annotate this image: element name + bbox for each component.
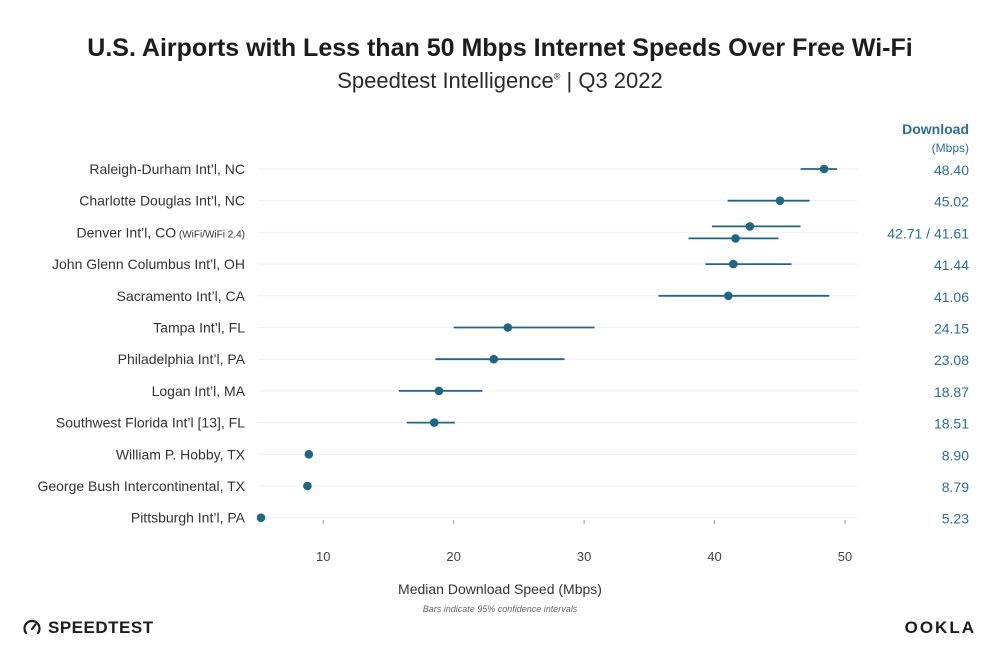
- speedtest-gauge-icon: [23, 619, 41, 635]
- row-value-label: 23.08: [934, 352, 969, 368]
- x-tick-label: 30: [577, 549, 591, 564]
- median-point: [489, 354, 499, 364]
- median-point: [729, 259, 738, 269]
- x-tick-label: 40: [707, 549, 721, 564]
- chart-subtitle: Speedtest Intelligence® | Q3 2022: [0, 68, 1000, 94]
- row-label: Denver Int’l, CO (WiFi/WiFi 2.4): [77, 224, 245, 240]
- median-point: [304, 450, 314, 459]
- median-point: [724, 291, 733, 301]
- row-label: John Glenn Columbus Int’l, OH: [52, 256, 245, 272]
- row-value-label: 45.02: [934, 194, 969, 210]
- speedtest-wordmark: SPEEDTEST: [48, 618, 154, 637]
- x-axis-label: Median Download Speed (Mbps): [398, 581, 602, 597]
- median-point: [434, 386, 444, 396]
- row-label: Philadelphia Int’l, PA: [118, 351, 246, 367]
- value-column-subheader: (Mbps): [932, 141, 969, 155]
- median-point: [775, 196, 785, 205]
- median-point: [429, 418, 439, 427]
- row-value-label: 42.71 / 41.61: [887, 225, 969, 241]
- subtitle-tail: | Q3 2022: [560, 68, 663, 93]
- row-label: Logan Int’l, MA: [152, 383, 246, 399]
- row-value-label: 41.06: [934, 289, 969, 305]
- median-point: [745, 222, 755, 231]
- row-value-label: 41.44: [934, 257, 969, 273]
- row-label: Tampa Int’l, FL: [153, 320, 245, 336]
- subtitle-main: Speedtest Intelligence: [337, 68, 554, 93]
- row-value-label: 48.40: [934, 162, 969, 178]
- row-value-label: 24.15: [934, 321, 969, 337]
- row-label: Pittsburgh Int’l, PA: [131, 510, 246, 526]
- row-label: George Bush Intercontinental, TX: [37, 478, 245, 494]
- row-label: Southwest Florida Int’l [13], FL: [56, 415, 245, 431]
- median-point: [819, 164, 829, 174]
- registered-mark: ®: [553, 71, 561, 82]
- chart-title: U.S. Airports with Less than 50 Mbps Int…: [87, 34, 913, 62]
- row-label: William P. Hobby, TX: [116, 446, 246, 462]
- row-label: Sacramento Int’l, CA: [117, 288, 246, 304]
- row-value-label: 18.51: [934, 416, 969, 432]
- x-tick-label: 50: [838, 549, 852, 564]
- x-tick-label: 10: [316, 549, 330, 564]
- row-value-label: 5.23: [942, 511, 969, 527]
- median-point: [503, 323, 513, 332]
- row-value-label: 8.90: [942, 447, 969, 463]
- x-tick-label: 20: [446, 549, 460, 564]
- row-label: Raleigh-Durham Int’l, NC: [89, 161, 245, 177]
- speedtest-logo: SPEEDTEST: [22, 618, 154, 638]
- row-value-label: 8.79: [942, 479, 969, 495]
- value-column-header: Download: [902, 121, 969, 137]
- ookla-logo: OOKLA: [904, 618, 976, 637]
- median-point: [731, 234, 740, 243]
- footnote: Bars indicate 95% confidence intervals: [422, 604, 578, 614]
- median-point: [256, 513, 266, 522]
- row-label: Charlotte Douglas Int’l, NC: [79, 193, 245, 209]
- chart-svg: Download (Mbps) Raleigh-Durham Int’l, NC 48…: [37, 121, 969, 597]
- row-value-label: 18.87: [934, 384, 969, 400]
- median-point: [303, 481, 312, 491]
- row-label-note: (WiFi/WiFi 2.4): [176, 229, 245, 240]
